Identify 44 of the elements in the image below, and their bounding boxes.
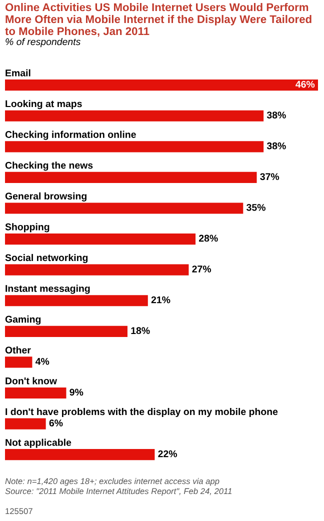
bar xyxy=(5,326,128,337)
data-label: 9% xyxy=(70,388,84,396)
data-label: 22% xyxy=(158,450,178,458)
y-tick-label: Gaming xyxy=(5,316,41,325)
data-label: 27% xyxy=(192,266,212,272)
data-label: 28% xyxy=(198,234,218,242)
y-tick-label: Social networking xyxy=(5,254,88,264)
data-label: 46% xyxy=(296,80,315,88)
bar xyxy=(5,141,264,152)
bar xyxy=(5,80,318,91)
y-tick-label: I don't have problems with the display on my mobile phone xyxy=(6,408,278,418)
bar xyxy=(5,202,244,214)
bar xyxy=(5,449,155,460)
data-label: 18% xyxy=(131,327,150,334)
text: 125507 xyxy=(6,508,32,514)
data-label: 21% xyxy=(151,296,170,304)
bar xyxy=(5,387,66,399)
bar xyxy=(5,418,46,430)
y-tick-label: Instant messaging xyxy=(6,284,90,294)
y-tick-label: Email xyxy=(6,69,30,76)
y-tick-label: Shopping xyxy=(5,223,50,232)
data-label: 37% xyxy=(260,173,280,180)
bar xyxy=(5,172,257,184)
y-tick-label: Not applicable xyxy=(6,438,72,448)
data-label: 35% xyxy=(246,204,266,211)
source-note: Source: "2011 Mobile Internet Attitudes Report", Feb 24, 2011 xyxy=(5,488,232,496)
y-tick-label: Looking at maps xyxy=(6,100,82,110)
bar xyxy=(5,356,32,368)
text: Note: n=1,420 ages 18+; excludes internet access via app xyxy=(5,478,220,486)
bar xyxy=(5,295,148,306)
data-label: 4% xyxy=(35,358,50,365)
y-tick-label: Don't know xyxy=(6,377,58,384)
y-tick-label: Checking the news xyxy=(5,162,93,171)
data-label: 38% xyxy=(266,112,286,119)
chart-subtitle: % of respondents xyxy=(6,38,80,48)
bar xyxy=(5,264,189,276)
y-tick-label: Checking information online xyxy=(5,130,136,140)
bar xyxy=(5,110,264,122)
bar xyxy=(5,234,196,245)
data-label: 38% xyxy=(266,142,286,150)
data-label: 6% xyxy=(49,420,63,426)
chart-title: Online Activities US Mobile Internet Users Would Perform More Often via Mobile Internet if the Display Were Tailored to Mobile Phones, Jan 2011 xyxy=(5,3,312,37)
y-tick-label: General browsing xyxy=(5,192,86,202)
y-tick-label: Other xyxy=(5,346,31,354)
